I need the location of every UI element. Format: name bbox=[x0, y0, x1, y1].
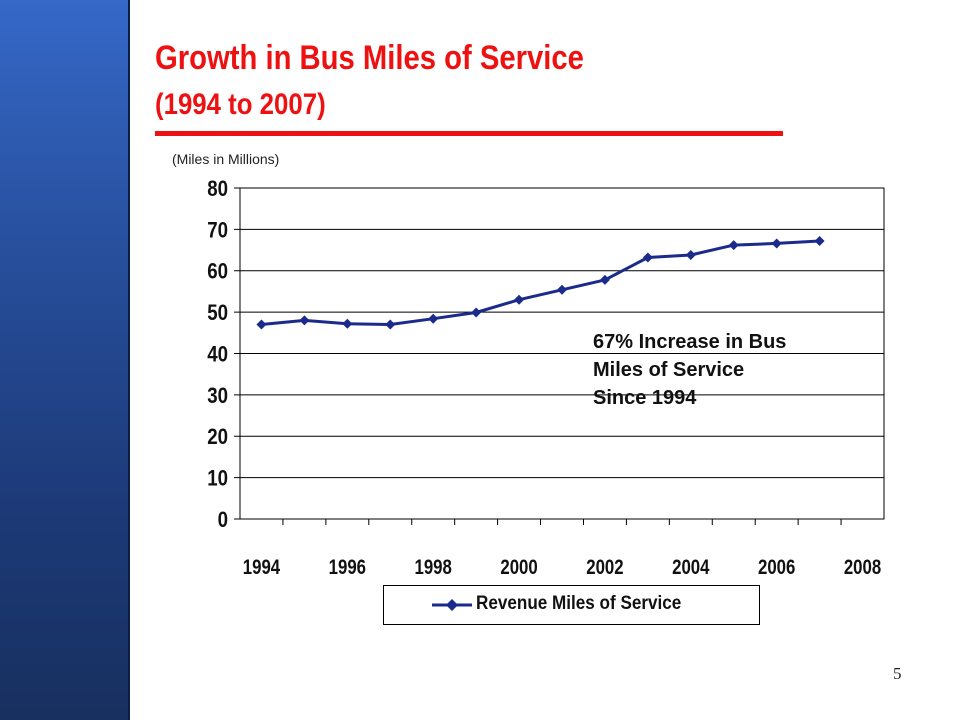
x-tick-label: 2004 bbox=[672, 556, 710, 579]
increase-callout: 67% Increase in Bus Miles of Service Sin… bbox=[593, 328, 893, 412]
data-point bbox=[642, 252, 653, 263]
y-tick-label: 60 bbox=[207, 260, 228, 284]
x-tick-label: 2006 bbox=[758, 556, 795, 579]
series-revenue-miles bbox=[256, 235, 825, 330]
x-tick-label: 2008 bbox=[844, 556, 881, 579]
callout-line-1: 67% Increase in Bus bbox=[593, 331, 787, 353]
sidebar-band bbox=[0, 0, 130, 720]
data-point bbox=[342, 318, 353, 329]
data-point bbox=[685, 250, 696, 261]
y-tick-label: 30 bbox=[207, 385, 228, 409]
data-point bbox=[299, 315, 310, 326]
y-tick-label: 0 bbox=[218, 509, 228, 533]
y-tick-label: 80 bbox=[207, 178, 228, 202]
x-tick-label: 2002 bbox=[586, 556, 623, 579]
data-point bbox=[728, 240, 739, 251]
y-tick-label: 70 bbox=[207, 219, 228, 243]
data-point bbox=[428, 313, 439, 324]
legend-marker-line bbox=[432, 599, 472, 611]
data-point bbox=[514, 294, 525, 305]
data-point bbox=[771, 238, 782, 249]
legend-label: Revenue Miles of Service bbox=[476, 593, 682, 614]
x-tick-label: 1996 bbox=[329, 556, 366, 579]
data-point bbox=[814, 235, 825, 246]
data-point bbox=[599, 274, 610, 285]
data-point bbox=[256, 319, 267, 330]
page-number: 5 bbox=[893, 664, 902, 683]
callout-line-2: Miles of Service bbox=[593, 359, 745, 381]
y-tick-label: 20 bbox=[207, 426, 228, 450]
y-tick-label: 50 bbox=[207, 302, 228, 326]
unit-label: (Miles in Millions) bbox=[172, 151, 280, 167]
slide-subtitle: (1994 to 2007) bbox=[155, 88, 326, 121]
data-point bbox=[471, 307, 482, 318]
axes: 0 10 20 30 40 50 60 70 80 1994 1996 1998 2000 2002 200… bbox=[207, 178, 881, 580]
x-tick-label: 2000 bbox=[500, 556, 537, 579]
y-tick-label: 10 bbox=[207, 467, 228, 491]
series-line bbox=[261, 239, 820, 326]
data-point bbox=[557, 284, 567, 295]
x-tick-label: 1994 bbox=[243, 556, 281, 579]
chart-legend: Revenue Miles of Service bbox=[383, 585, 760, 625]
gridlines bbox=[240, 228, 884, 479]
title-underline bbox=[155, 131, 783, 136]
data-point bbox=[385, 319, 396, 330]
y-tick-label: 40 bbox=[207, 343, 228, 367]
slide-title: Growth in Bus Miles of Service bbox=[155, 39, 584, 77]
callout-line-3: Since 1994 bbox=[593, 387, 697, 409]
x-tick-label: 1998 bbox=[415, 556, 452, 579]
